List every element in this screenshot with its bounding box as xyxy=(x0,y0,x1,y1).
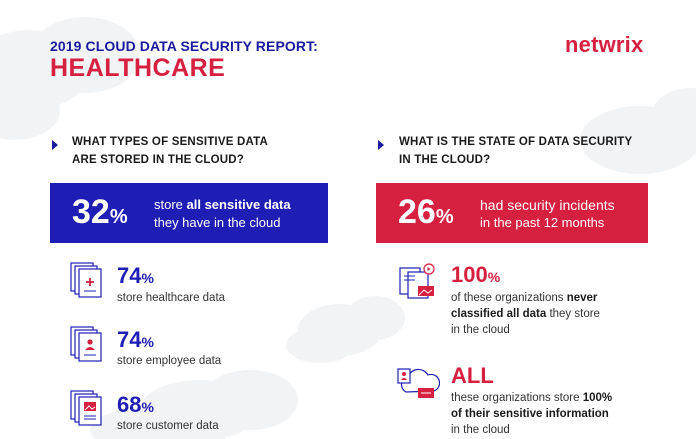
right-question-line1: WHAT IS THE STATE OF DATA SECURITY xyxy=(399,136,633,148)
stat-label: store employee data xyxy=(117,355,222,367)
left-question: WHAT TYPES OF SENSITIVE DATA ARE STORED … xyxy=(72,133,302,169)
banner-text: store all sensitive data they have in th… xyxy=(154,197,291,230)
report-subtitle: 2019 CLOUD DATA SECURITY REPORT: xyxy=(50,38,318,54)
stat-description: of these organizations never classified … xyxy=(451,292,600,336)
stat-percentage: 74% xyxy=(117,327,154,352)
cloud-storage-icon xyxy=(397,368,440,398)
classified-documents-icon xyxy=(399,263,435,299)
banner-percentage: 26% xyxy=(398,193,454,231)
stat-percentage: 68% xyxy=(117,392,154,417)
right-question-line2: IN THE CLOUD? xyxy=(399,154,491,166)
customer-document-icon xyxy=(70,390,102,426)
medical-document-icon xyxy=(70,262,102,298)
netwrix-logo: netwrix xyxy=(565,32,644,57)
right-question: WHAT IS THE STATE OF DATA SECURITY IN TH… xyxy=(399,133,659,169)
right-highlight-banner: 26% had security incidents in the past 1… xyxy=(376,183,648,243)
employee-document-icon xyxy=(70,326,102,362)
left-question-line1: WHAT TYPES OF SENSITIVE DATA xyxy=(72,136,268,148)
banner-text: had security incidents in the past 12 mo… xyxy=(480,197,615,230)
chevron-right-icon xyxy=(52,140,58,150)
stat-label: store customer data xyxy=(117,420,219,432)
chevron-right-icon xyxy=(378,140,384,150)
stat-percentage: 100% xyxy=(451,262,501,287)
stat-percentage: 74% xyxy=(117,263,154,288)
stat-label: store healthcare data xyxy=(117,292,226,304)
stat-headline: ALL xyxy=(451,363,494,388)
report-title: HEALTHCARE xyxy=(50,54,226,82)
stat-description: these organizations store 100% of their … xyxy=(451,392,613,436)
banner-percentage: 32% xyxy=(72,193,128,231)
left-question-line2: ARE STORED IN THE CLOUD? xyxy=(72,154,244,166)
left-highlight-banner: 32% store all sensitive data they have i… xyxy=(50,183,328,243)
